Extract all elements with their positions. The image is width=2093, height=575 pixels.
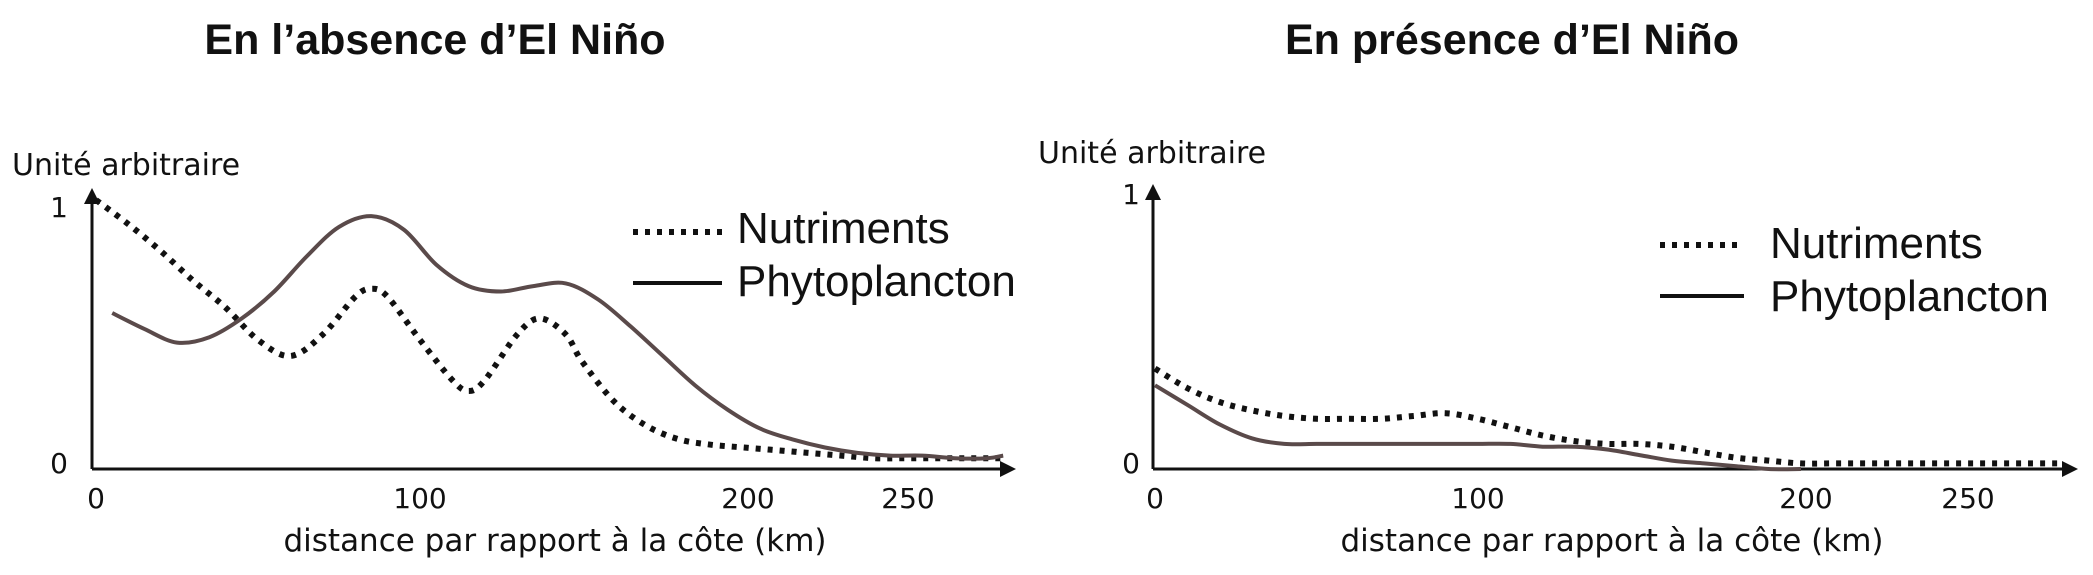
x-tick-label: 250 bbox=[881, 482, 934, 515]
legend-label-phytoplancton: Phytoplancton bbox=[1770, 272, 2049, 321]
legend-label-phytoplancton: Phytoplancton bbox=[737, 257, 1016, 306]
series-line-nutriments bbox=[94, 197, 1004, 462]
legend-label-nutriments: Nutriments bbox=[1770, 219, 1983, 268]
y-tick-label: 0 bbox=[1122, 447, 1140, 480]
y-axis-label: Unité arbitraire bbox=[1038, 136, 1266, 171]
x-tick-label: 100 bbox=[1451, 482, 1504, 515]
x-tick-label: 0 bbox=[87, 482, 105, 515]
x-tick-label: 0 bbox=[1146, 482, 1164, 515]
x-tick-label: 100 bbox=[393, 482, 446, 515]
x-axis-label: distance par rapport à la côte (km) bbox=[1340, 523, 1883, 559]
y-tick-label: 1 bbox=[1122, 178, 1140, 211]
legend: Nutriments Phytoplancton bbox=[1660, 219, 2049, 321]
x-axis-arrow-icon bbox=[2062, 461, 2078, 477]
x-tick-label: 250 bbox=[1941, 482, 1994, 515]
plot-area bbox=[1153, 366, 2060, 472]
x-axis-label: distance par rapport à la côte (km) bbox=[283, 523, 826, 559]
x-axis-arrow-icon bbox=[1000, 461, 1016, 477]
y-tick-label: 1 bbox=[50, 191, 68, 224]
chart-title: En présence d’El Niño bbox=[1285, 16, 1739, 64]
chart-title: En l’absence d’El Niño bbox=[204, 16, 665, 64]
x-tick-label: 200 bbox=[1779, 482, 1832, 515]
x-tick-label: 200 bbox=[721, 482, 774, 515]
legend: Nutriments Phytoplancton bbox=[633, 204, 1016, 306]
legend-label-nutriments: Nutriments bbox=[737, 204, 950, 253]
chart-presence: En présence d’El Niño Unité arbitraire 1… bbox=[1038, 16, 2078, 559]
series-line-phytoplancton bbox=[111, 214, 1004, 461]
chart-absence: En l’absence d’El Niño Unité arbitraire … bbox=[12, 16, 1016, 559]
y-axis-arrow-icon bbox=[1145, 184, 1161, 200]
plot-area bbox=[94, 197, 1004, 462]
y-tick-label: 0 bbox=[50, 447, 68, 480]
y-axis-label: Unité arbitraire bbox=[12, 148, 240, 183]
series-line-phytoplancton bbox=[1153, 383, 1802, 472]
